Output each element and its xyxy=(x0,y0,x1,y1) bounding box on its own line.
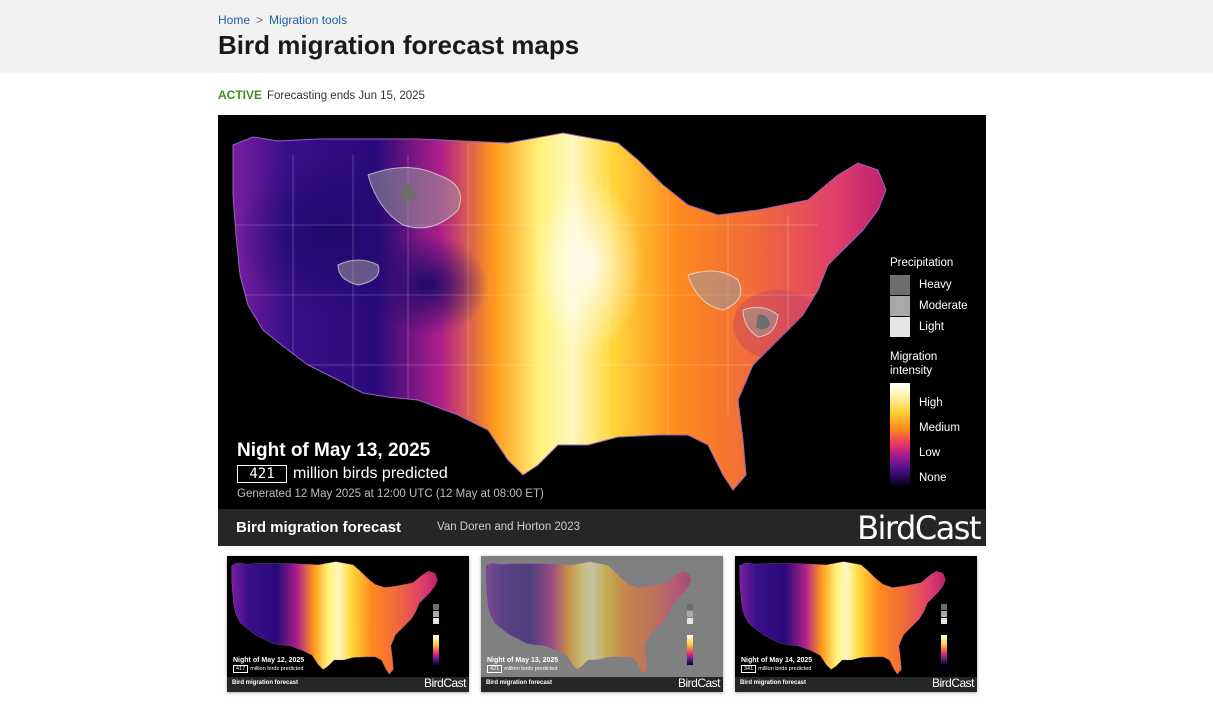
thumb-count: 341 xyxy=(741,665,757,673)
map-citation: Van Doren and Horton 2023 xyxy=(437,521,580,533)
intensity-label-low: Low xyxy=(919,447,941,459)
thumb-footer-title: Bird migration forecast xyxy=(232,680,299,686)
precip-swatch-heavy xyxy=(890,275,910,295)
status-badge: ACTIVE xyxy=(218,88,263,102)
intensity-label-none: None xyxy=(919,472,947,484)
thumb-precip-light xyxy=(687,618,693,624)
thumb-night-label: Night of May 12, 2025 xyxy=(233,657,305,664)
main-forecast-map[interactable]: Night of May 13, 2025 421 million birds p… xyxy=(218,115,986,546)
thumb-count-line: 421 million birds predicted xyxy=(487,665,558,673)
thumb-precip-moderate xyxy=(941,611,947,617)
forecast-night-label: Night of May 13, 2025 xyxy=(237,440,431,461)
us-migration-heatmap xyxy=(232,132,887,491)
precip-label-heavy: Heavy xyxy=(919,279,952,291)
thumb-precip-heavy xyxy=(433,604,439,610)
thumb-precip-moderate xyxy=(687,611,693,617)
thumb-count: 417 xyxy=(233,665,249,673)
thumb-count-suffix: million birds predicted xyxy=(250,666,304,672)
breadcrumb-separator: > xyxy=(256,13,264,27)
thumb-footer-title: Bird migration forecast xyxy=(486,680,553,686)
generated-timestamp: Generated 12 May 2025 at 12:00 UTC (12 M… xyxy=(237,488,544,500)
birds-count: 421 xyxy=(237,465,287,483)
status-detail: Forecasting ends Jun 15, 2025 xyxy=(267,90,425,102)
thumb-precip-light xyxy=(433,618,439,624)
thumb-count-line: 417 million birds predicted xyxy=(233,665,304,673)
breadcrumb-migration-tools-link[interactable]: Migration tools xyxy=(269,13,348,27)
thumb-count-suffix: million birds predicted xyxy=(758,666,812,672)
thumb-footer-bar: Bird migration forecast BirdCast xyxy=(735,676,977,692)
migration-intensity-ramp xyxy=(890,383,910,485)
page-title: Bird migration forecast maps xyxy=(218,30,580,60)
thumb-count: 421 xyxy=(487,665,503,673)
forecast-status: ACTIVE Forecasting ends Jun 15, 2025 xyxy=(218,88,425,102)
thumb-intensity-ramp xyxy=(941,635,947,665)
precip-label-light: Light xyxy=(919,321,944,333)
birds-count-suffix: million birds predicted xyxy=(293,465,448,482)
map-footer-bar: Bird migration forecast Van Doren and Ho… xyxy=(218,509,986,546)
birdcast-logo: BirdCast xyxy=(857,509,981,546)
thumb-birdcast-logo: BirdCast xyxy=(423,676,467,690)
precip-swatch-light xyxy=(890,317,910,337)
precip-label-moderate: Moderate xyxy=(919,300,968,312)
thumb-footer-bar: Bird migration forecast BirdCast xyxy=(481,676,723,692)
thumbnail-may-12[interactable]: Night of May 12, 2025 417 million birds p… xyxy=(227,556,469,692)
breadcrumb: Home > Migration tools xyxy=(218,13,347,27)
thumb-intensity-ramp xyxy=(687,635,693,665)
thumb-night-label: Night of May 13, 2025 xyxy=(487,657,559,664)
page-header: Home > Migration tools Bird migration fore… xyxy=(0,0,1213,73)
intensity-label-medium: Medium xyxy=(919,422,960,434)
thumb-footer-title: Bird migration forecast xyxy=(740,680,807,686)
thumb-intensity-ramp xyxy=(433,635,439,665)
thumb-precip-light xyxy=(941,618,947,624)
thumb-birdcast-logo: BirdCast xyxy=(677,676,721,690)
intensity-label-high: High xyxy=(919,397,943,409)
precip-swatch-moderate xyxy=(890,296,910,316)
breadcrumb-home-link[interactable]: Home xyxy=(218,13,251,27)
thumb-footer-bar: Bird migration forecast BirdCast xyxy=(227,676,469,692)
thumb-count-line: 341 million birds predicted xyxy=(741,665,812,673)
thumb-count-suffix: million birds predicted xyxy=(504,666,558,672)
precipitation-legend-title: Precipitation xyxy=(890,257,954,269)
thumbnail-may-14[interactable]: Night of May 14, 2025 341 million birds p… xyxy=(735,556,977,692)
thumb-precip-heavy xyxy=(941,604,947,610)
map-footer-title: Bird migration forecast xyxy=(236,519,402,536)
birds-predicted-line: 421 million birds predicted xyxy=(237,465,448,483)
thumb-precip-heavy xyxy=(687,604,693,610)
thumb-precip-moderate xyxy=(433,611,439,617)
thumbnail-may-13[interactable]: Night of May 13, 2025 421 million birds p… xyxy=(481,556,723,692)
thumb-night-label: Night of May 14, 2025 xyxy=(741,657,813,664)
thumb-birdcast-logo: BirdCast xyxy=(931,676,975,690)
migration-legend-title: Migration intensity xyxy=(890,351,938,377)
